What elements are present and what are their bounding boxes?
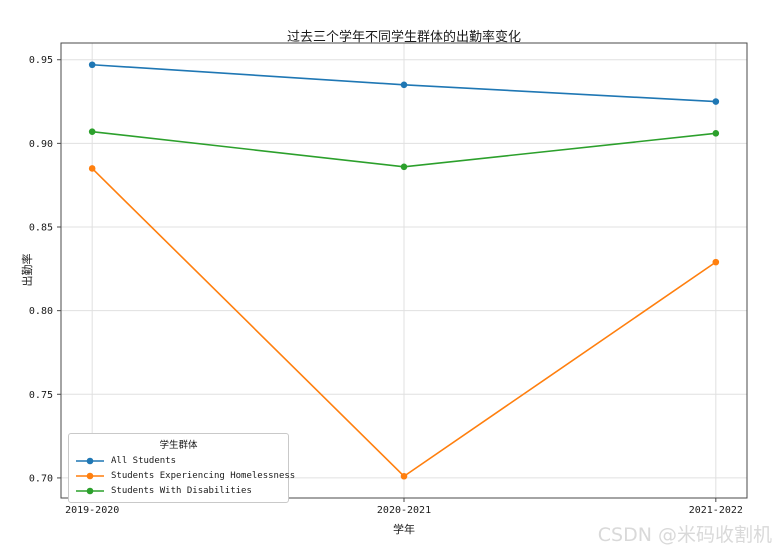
x-tick-label: 2020-2021: [377, 505, 431, 516]
y-tick-label: 0.95: [29, 55, 53, 66]
legend-line-marker-icon: [76, 487, 104, 494]
legend-entry: Students Experiencing Homelessness: [75, 468, 295, 483]
data-point-marker: [712, 130, 720, 137]
x-tick-label: 2019-2020: [65, 505, 119, 516]
data-point-marker: [88, 61, 96, 69]
legend-entry-label: Students Experiencing Homelessness: [111, 470, 296, 481]
legend-line-marker-icon: [76, 457, 104, 464]
data-point-marker: [88, 165, 96, 172]
y-tick-label: 0.85: [29, 223, 53, 234]
data-point-marker: [712, 98, 720, 105]
x-axis-label: 学年: [393, 523, 415, 536]
legend-entry-label: Students With Disabilities: [111, 485, 252, 496]
legend-entry-label: All Students: [111, 455, 177, 466]
y-axis-label: 出勤率: [21, 253, 34, 287]
legend-entry: Students With Disabilities: [75, 483, 282, 498]
y-tick-label: 0.80: [29, 306, 53, 317]
data-point-marker: [400, 163, 408, 171]
y-tick-label: 0.90: [29, 139, 53, 150]
data-point-marker: [400, 472, 408, 480]
x-tick-label: 2021-2022: [689, 505, 743, 516]
legend: 学生群体 All Students Students Experiencing H…: [68, 433, 295, 503]
chart-title: 过去三个学年不同学生群体的出勤率变化: [286, 30, 521, 45]
data-point-marker: [400, 81, 408, 89]
legend-entry: All Students: [75, 453, 282, 468]
y-tick-label: 0.75: [29, 390, 53, 401]
data-point-marker: [712, 258, 720, 266]
y-tick-label: 0.70: [29, 473, 53, 484]
watermark-text: CSDN @米码收割机: [597, 524, 772, 546]
legend-title: 学生群体: [159, 440, 198, 451]
data-point-marker: [88, 128, 96, 135]
legend-entries: All Students Students Experiencing Homele…: [75, 453, 295, 498]
legend-line-marker-icon: [76, 472, 104, 479]
